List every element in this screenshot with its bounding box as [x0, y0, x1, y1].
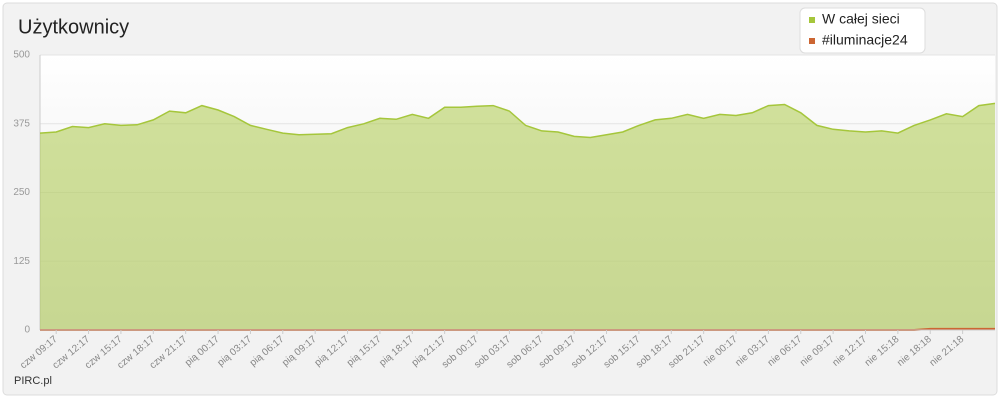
source: PIRC.pl [14, 375, 52, 387]
y-tick-label: 0 [24, 325, 30, 336]
y-tick-label: 250 [13, 187, 30, 198]
legend [799, 7, 926, 54]
legend-marker [809, 17, 815, 23]
y-tick-label: 500 [13, 50, 30, 61]
area-fill [40, 103, 995, 331]
y-tick-label: 125 [13, 256, 30, 267]
series-line [39, 102, 996, 139]
y-tick-label: 375 [13, 118, 30, 129]
chart-title: Użytkownicy [18, 16, 129, 38]
legend-marker [809, 38, 815, 44]
legend-label: #iluminacje24 [822, 32, 908, 48]
legend-label: W całej sieci [822, 11, 900, 27]
